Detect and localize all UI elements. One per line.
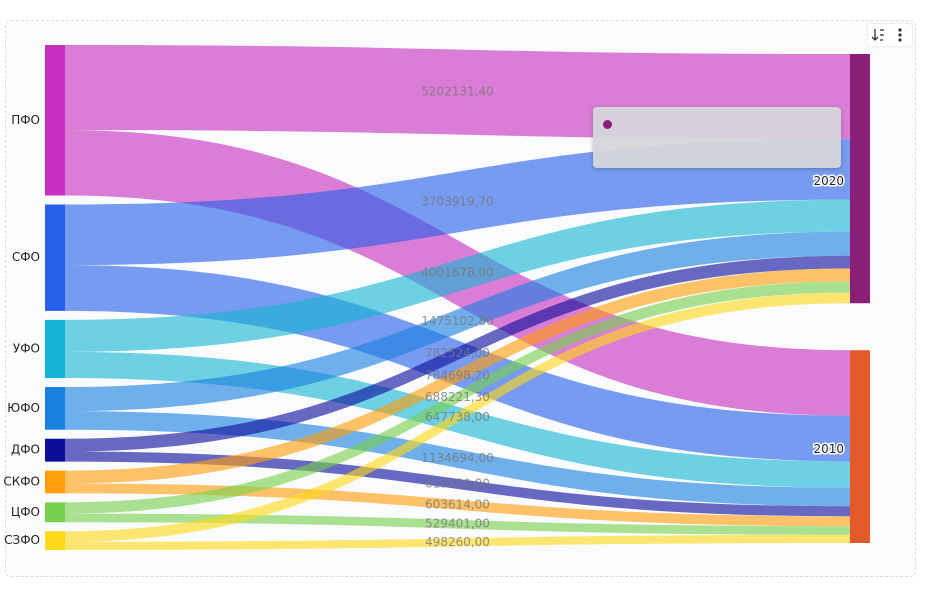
node: [850, 54, 870, 304]
node: [45, 319, 65, 379]
link: [65, 199, 850, 352]
link: [65, 292, 850, 542]
toolbar: [868, 24, 912, 46]
node: [850, 350, 870, 543]
node: [45, 531, 65, 550]
link-label: 782524,00: [425, 346, 490, 360]
link-label: 3703919,70: [421, 195, 494, 209]
link-label: 603614,00: [425, 497, 490, 511]
link: [65, 513, 850, 535]
link-label: 688221,30: [425, 390, 490, 404]
menu-button[interactable]: [898, 28, 902, 42]
link: [65, 451, 850, 517]
link: [65, 268, 850, 484]
link-label: 647738,00: [425, 410, 490, 424]
node: [45, 45, 65, 196]
link: [65, 255, 850, 452]
node: [45, 204, 65, 311]
node-label: 2020: [813, 174, 844, 188]
node-label: ЦФО: [11, 505, 40, 519]
link-label: 1475102,80: [421, 314, 494, 328]
link: [65, 483, 850, 527]
toolbar-icons: [871, 28, 902, 42]
node-label: СКФО: [3, 474, 40, 488]
node-label: ПФО: [11, 113, 40, 127]
node: [45, 387, 65, 430]
tooltip: [593, 107, 841, 168]
link: [65, 534, 850, 550]
sort-button[interactable]: [871, 29, 884, 41]
node-label: 2010: [813, 442, 844, 456]
link: [65, 281, 850, 514]
link: [65, 231, 850, 412]
node: [45, 470, 65, 494]
node: [45, 438, 65, 462]
node: [45, 502, 65, 523]
link: [65, 139, 850, 266]
link-label: 619430,00: [425, 476, 490, 490]
link-label: 529401,00: [425, 517, 490, 531]
tooltip-header: [603, 117, 831, 133]
link-label: 4001678,00: [421, 265, 494, 279]
node-label: СФО: [12, 250, 40, 264]
link-label: 1134694,00: [421, 451, 494, 465]
link: [65, 411, 850, 507]
link-label: 784698,20: [425, 369, 490, 383]
node-label: СЗФО: [4, 533, 40, 547]
link-label: 5202131,40: [421, 85, 494, 99]
node-label: ЮФО: [7, 401, 40, 415]
link-label: 498260,00: [425, 535, 490, 549]
node-label: ДФО: [11, 443, 40, 457]
node-label: УФО: [13, 341, 40, 355]
